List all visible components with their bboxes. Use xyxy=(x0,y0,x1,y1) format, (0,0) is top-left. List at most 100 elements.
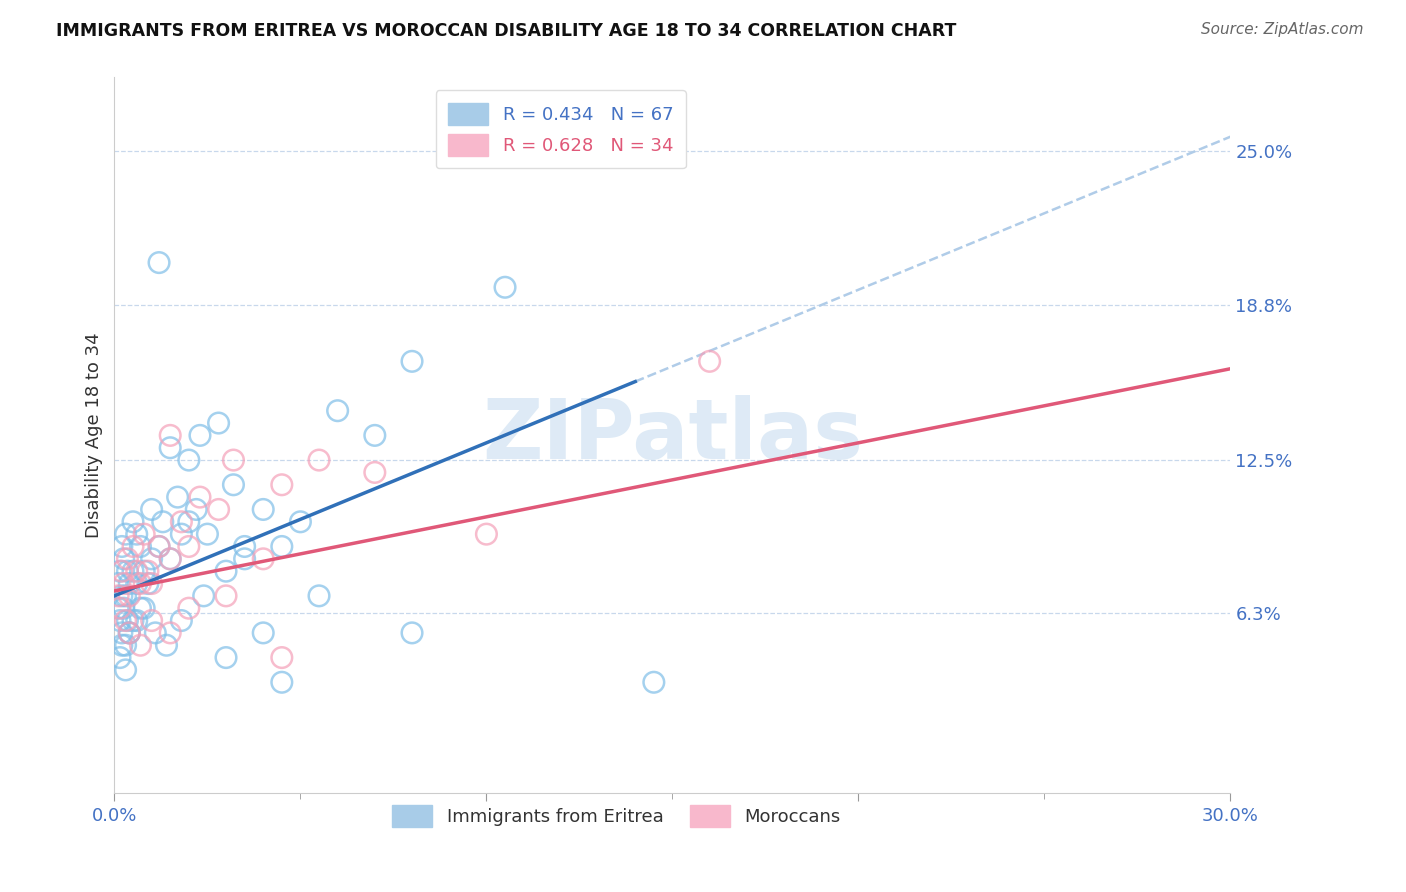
Point xyxy=(117,564,139,578)
Point xyxy=(166,490,188,504)
Point xyxy=(148,255,170,269)
Point xyxy=(111,540,134,554)
Point xyxy=(364,428,387,442)
Point xyxy=(222,477,245,491)
Point xyxy=(215,564,238,578)
Point xyxy=(159,626,181,640)
Point xyxy=(177,601,200,615)
Point xyxy=(112,601,135,615)
Point xyxy=(155,638,177,652)
Point xyxy=(270,675,292,690)
Point xyxy=(114,527,136,541)
Point xyxy=(114,614,136,628)
Point xyxy=(152,515,174,529)
Point xyxy=(111,589,134,603)
Point xyxy=(193,589,215,603)
Point xyxy=(308,453,330,467)
Point xyxy=(108,614,131,628)
Point xyxy=(148,540,170,554)
Point xyxy=(108,564,131,578)
Point xyxy=(148,540,170,554)
Point xyxy=(141,551,163,566)
Point xyxy=(129,638,152,652)
Point xyxy=(188,490,211,504)
Point xyxy=(122,515,145,529)
Text: ZIPatlas: ZIPatlas xyxy=(482,395,863,476)
Point xyxy=(197,527,219,541)
Text: IMMIGRANTS FROM ERITREA VS MOROCCAN DISABILITY AGE 18 TO 34 CORRELATION CHART: IMMIGRANTS FROM ERITREA VS MOROCCAN DISA… xyxy=(56,22,956,40)
Point xyxy=(364,466,387,480)
Point xyxy=(215,589,238,603)
Point xyxy=(111,638,134,652)
Point xyxy=(125,614,148,628)
Point xyxy=(290,515,312,529)
Point xyxy=(159,441,181,455)
Point xyxy=(699,354,721,368)
Point xyxy=(643,675,665,690)
Point xyxy=(141,614,163,628)
Point xyxy=(136,564,159,578)
Point xyxy=(141,576,163,591)
Point xyxy=(177,453,200,467)
Point xyxy=(125,564,148,578)
Point xyxy=(108,650,131,665)
Point xyxy=(186,502,208,516)
Point xyxy=(125,576,148,591)
Point xyxy=(270,650,292,665)
Point xyxy=(177,515,200,529)
Point xyxy=(122,540,145,554)
Point xyxy=(207,416,229,430)
Point xyxy=(117,614,139,628)
Point xyxy=(134,601,156,615)
Point xyxy=(475,527,498,541)
Point xyxy=(252,626,274,640)
Point xyxy=(270,540,292,554)
Point xyxy=(129,576,152,591)
Point xyxy=(159,551,181,566)
Point xyxy=(125,527,148,541)
Point xyxy=(136,576,159,591)
Legend: Immigrants from Eritrea, Moroccans: Immigrants from Eritrea, Moroccans xyxy=(385,798,848,834)
Point xyxy=(326,403,349,417)
Point xyxy=(141,502,163,516)
Point xyxy=(308,589,330,603)
Point xyxy=(233,540,256,554)
Point xyxy=(118,626,141,640)
Point xyxy=(114,589,136,603)
Point xyxy=(114,663,136,677)
Y-axis label: Disability Age 18 to 34: Disability Age 18 to 34 xyxy=(86,333,103,538)
Point xyxy=(188,428,211,442)
Text: Source: ZipAtlas.com: Source: ZipAtlas.com xyxy=(1201,22,1364,37)
Point xyxy=(159,428,181,442)
Point xyxy=(118,626,141,640)
Point xyxy=(111,564,134,578)
Point xyxy=(122,564,145,578)
Point xyxy=(252,551,274,566)
Point xyxy=(129,540,152,554)
Point xyxy=(108,601,131,615)
Point xyxy=(207,502,229,516)
Point xyxy=(118,626,141,640)
Point xyxy=(215,650,238,665)
Point xyxy=(170,515,193,529)
Point xyxy=(233,551,256,566)
Point xyxy=(401,354,423,368)
Point xyxy=(117,551,139,566)
Point xyxy=(143,626,166,640)
Point xyxy=(159,551,181,566)
Point xyxy=(107,601,129,615)
Point xyxy=(107,576,129,591)
Point xyxy=(177,540,200,554)
Point xyxy=(170,614,193,628)
Point xyxy=(252,502,274,516)
Point xyxy=(114,638,136,652)
Point xyxy=(107,589,129,603)
Point xyxy=(134,564,156,578)
Point xyxy=(111,626,134,640)
Point xyxy=(112,551,135,566)
Point xyxy=(494,280,516,294)
Point xyxy=(270,477,292,491)
Point xyxy=(118,589,141,603)
Point xyxy=(170,527,193,541)
Point xyxy=(129,601,152,615)
